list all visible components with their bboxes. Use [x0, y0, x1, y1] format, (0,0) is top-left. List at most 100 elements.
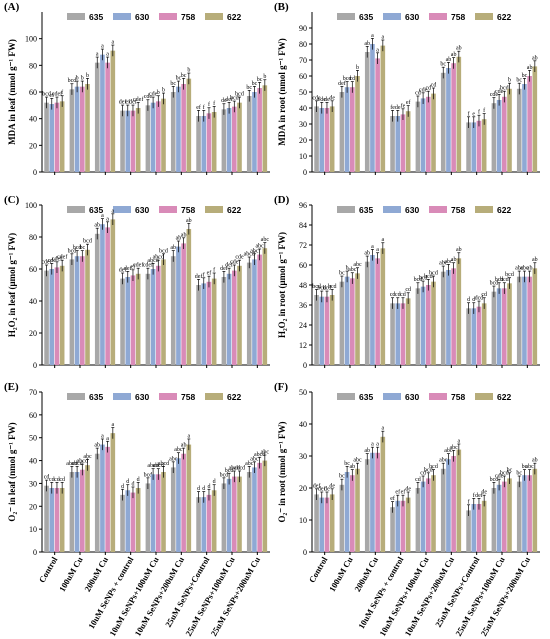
- p3-sig-label-7-3: bcd: [505, 272, 514, 278]
- p0-bar-2-1: [100, 54, 105, 172]
- p4-sig-label-0-3: cd: [59, 477, 65, 483]
- p0-bar-3-2: [130, 110, 136, 172]
- p3-bar-6-1: [471, 308, 477, 365]
- p1-legend-label-0: 635: [359, 12, 373, 22]
- p3-bar-3-0: [390, 303, 395, 365]
- p2-sig-label-6-3: f: [213, 267, 215, 274]
- p3-sig-label-8-3: ab: [532, 257, 538, 263]
- p5-xcat-label-2: 200uM Cu: [352, 555, 380, 594]
- p1-sig-label-2-0: ab: [364, 41, 370, 47]
- p1-bar-0-0: [314, 106, 319, 172]
- p0-bar-4-3: [161, 98, 166, 172]
- p0-bar-6-1: [201, 116, 207, 172]
- p5-sig-label-6-3: de: [481, 490, 487, 496]
- p1-bar-4-2: [426, 96, 431, 172]
- p0-sig-label-3-0: def: [119, 99, 127, 106]
- p5-legend-label-0: 635: [359, 392, 373, 402]
- p4-sig-label-7-0: bcd: [220, 472, 229, 478]
- p4-bar-3-2: [130, 492, 136, 552]
- p1-bar-1-2: [350, 87, 355, 172]
- p4-ytick-label-2: 20: [29, 502, 37, 511]
- p1-bar-7-2: [502, 96, 507, 172]
- p5-sig-label-8-2: abc: [525, 464, 534, 470]
- p0-legend-label-3: 622: [227, 12, 241, 22]
- p1-sig-label-5-1: ab: [446, 57, 452, 63]
- p2-sig-label-3-0: def: [119, 267, 127, 274]
- p4-bar-4-2: [156, 474, 161, 552]
- p4-sig-label-6-1: d: [202, 486, 205, 492]
- p3-sig-label-2-3: a: [381, 237, 384, 243]
- p4-bar-5-1: [176, 458, 181, 552]
- p2-bar-5-2: [181, 243, 186, 365]
- p5-bar-3-1: [395, 500, 401, 552]
- p3-legend-label-3: 622: [497, 205, 511, 215]
- p2-bar-3-0: [120, 278, 125, 365]
- p1-sig-label-3-2: fe: [401, 102, 406, 109]
- p2-bar-2-2: [105, 227, 110, 365]
- p5-panel-label: (F): [274, 381, 288, 393]
- p1-bar-2-2: [375, 58, 380, 172]
- p5-bar-3-3: [405, 497, 411, 552]
- p1-bar-6-0: [466, 122, 471, 172]
- p5-bar-4-1: [420, 481, 426, 552]
- p3-sig-label-1-2: abc: [348, 267, 357, 273]
- p5-sig-label-1-2: ab: [349, 464, 355, 470]
- p4-sig-label-0-2: cd: [54, 477, 60, 483]
- p5-sig-label-4-0: cd: [415, 477, 421, 483]
- p3-bar-6-2: [476, 306, 482, 365]
- p3-sig-label-4-0: bcd: [414, 277, 423, 283]
- p2-bar-6-2: [206, 281, 212, 365]
- p4-bar-3-1: [125, 490, 131, 552]
- p0-bar-7-0: [221, 109, 227, 172]
- p5-sig-label-3-0: ef: [390, 495, 395, 502]
- p4-sig-label-6-0: d: [197, 486, 200, 492]
- p4-legend-label-2: 758: [181, 392, 195, 402]
- p1-sig-label-5-3: ab: [456, 46, 462, 52]
- p5-bar-8-0: [516, 481, 522, 552]
- p2-sig-label-2-3: a: [111, 208, 114, 214]
- p5-sig-label-0-3: de: [329, 483, 335, 489]
- p1-bar-8-3: [532, 66, 538, 172]
- p5-bar-3-0: [390, 507, 395, 552]
- p3-sig-label-4-3: bcd: [429, 271, 438, 277]
- p3-sig-label-0-3: bcd: [328, 284, 337, 290]
- p3-legend-swatch-1: [383, 206, 401, 213]
- p1-legend-swatch-0: [337, 13, 355, 20]
- p3-ytick-label-3: 36: [299, 301, 307, 310]
- p1-sig-label-4-0: cd: [415, 91, 421, 97]
- p0-sig-label-5-1: bc: [176, 76, 182, 82]
- p0-bar-5-2: [181, 84, 186, 172]
- p2-sig-label-0-2: cdef: [52, 255, 62, 262]
- p1-bar-7-1: [496, 100, 502, 172]
- p2-bar-0-2: [54, 267, 60, 365]
- p3-sig-label-3-3: cd: [405, 287, 411, 293]
- p1-sig-label-1-2: cd: [349, 76, 355, 82]
- p3-ytick-label-4: 48: [299, 281, 307, 290]
- p2-bar-2-3: [110, 219, 116, 365]
- p4-sig-label-7-1: bcd: [225, 468, 234, 474]
- p2-ytick-label-2: 40: [29, 297, 37, 306]
- p1-ytick-label-4: 40: [299, 104, 307, 113]
- p3-sig-label-3-1: cd: [395, 292, 401, 298]
- p5-bar-4-3: [431, 475, 436, 552]
- p4-bar-8-1: [252, 467, 257, 552]
- p4-legend-swatch-3: [205, 393, 223, 400]
- p3-panel-label: (D): [274, 194, 290, 206]
- p0-sig-label-6-2: f: [208, 101, 210, 108]
- p2-sig-label-7-1: def: [225, 262, 233, 269]
- p5-bar-1-2: [350, 475, 355, 552]
- p2-sig-label-0-1: cde: [48, 258, 57, 264]
- p4-sig-label-1-2: abcd: [77, 459, 88, 465]
- p1-bar-7-0: [491, 103, 497, 172]
- p3-bar-7-3: [507, 283, 512, 365]
- p4-bar-7-0: [221, 483, 227, 552]
- p2-sig-label-8-2: abc: [255, 244, 264, 250]
- p0-legend-label-2: 758: [181, 12, 195, 22]
- p4-y-axis-title: O₂⁻ in leaf (nmol g⁻¹ FW): [7, 422, 17, 521]
- p3-bar-5-2: [451, 268, 456, 365]
- p2-bar-5-3: [186, 229, 192, 365]
- p3-sig-label-0-1: bcd: [317, 286, 326, 292]
- p5-y-axis-title: O₂⁻ in root (nmol g⁻¹ FW): [277, 422, 287, 523]
- p0-sig-label-8-2: bc: [257, 77, 263, 83]
- p5-bar-2-3: [380, 436, 386, 552]
